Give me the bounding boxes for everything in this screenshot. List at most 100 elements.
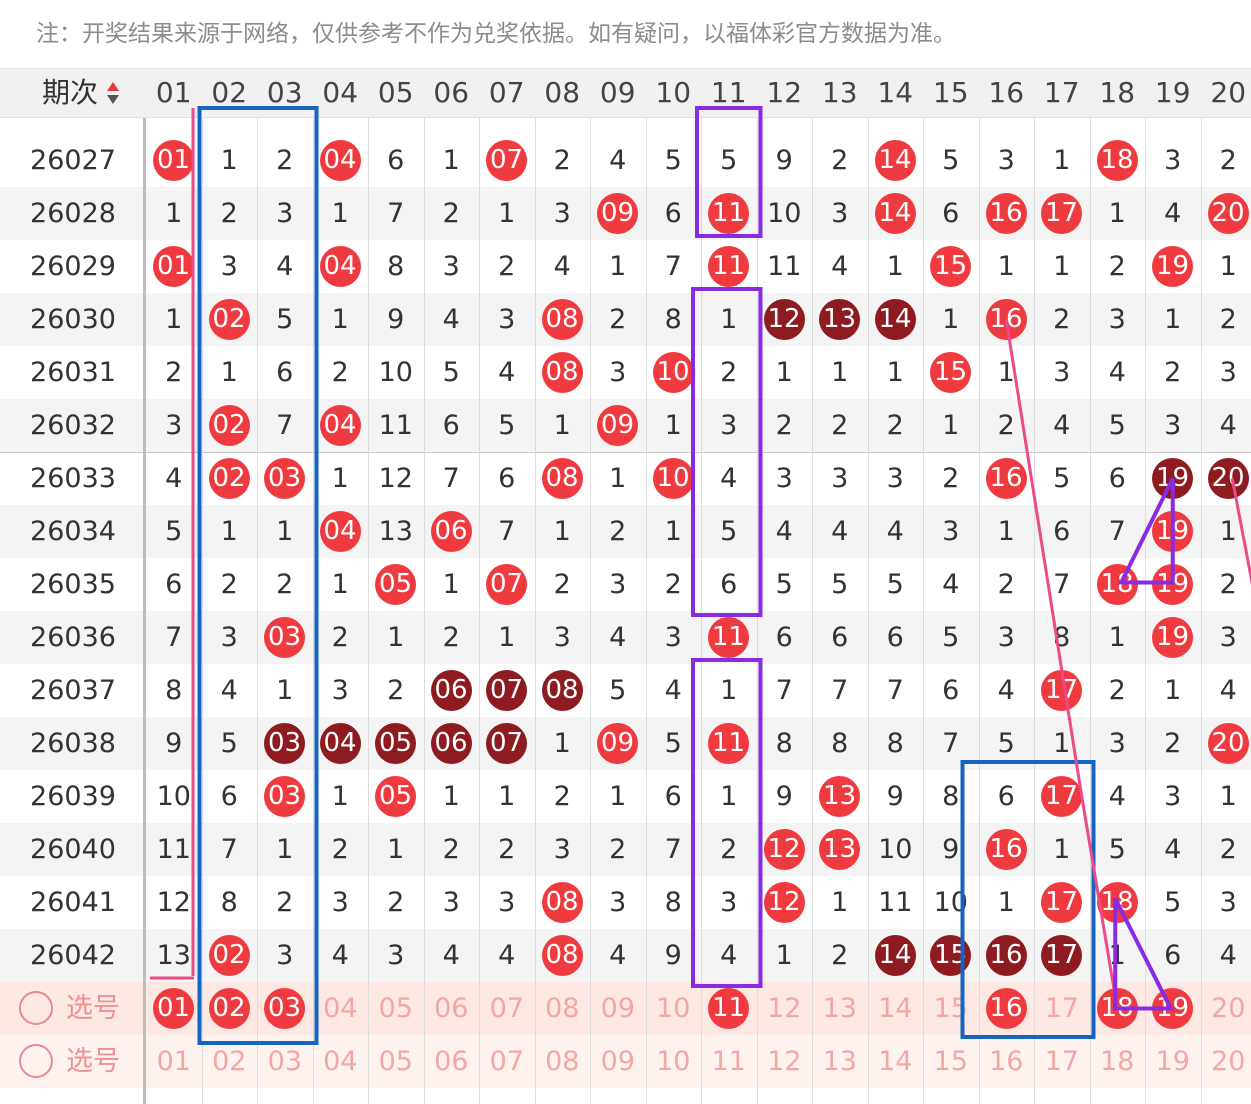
number-cell: 1 bbox=[442, 569, 460, 600]
select-number-02[interactable]: 02 bbox=[202, 982, 258, 1035]
number-cell: 8 bbox=[831, 728, 849, 759]
number-cell: 2 bbox=[1053, 304, 1071, 335]
select-number-12[interactable]: 12 bbox=[767, 1046, 802, 1077]
select-radio[interactable] bbox=[19, 1044, 53, 1078]
select-number-02[interactable]: 02 bbox=[212, 1046, 247, 1077]
select-number-18[interactable]: 18 bbox=[1090, 982, 1146, 1035]
number-cell: 3 bbox=[831, 198, 849, 229]
select-number-06[interactable]: 06 bbox=[434, 993, 469, 1024]
select-number-03[interactable]: 03 bbox=[267, 1046, 302, 1077]
select-number-15[interactable]: 15 bbox=[933, 993, 968, 1024]
number-cell: 1 bbox=[442, 781, 460, 812]
select-number-08[interactable]: 08 bbox=[545, 1046, 580, 1077]
period-cell: 26034 bbox=[30, 516, 116, 547]
number-cell: 12 bbox=[757, 823, 813, 876]
number-cell: 3 bbox=[442, 251, 460, 282]
select-number-05[interactable]: 05 bbox=[378, 1046, 413, 1077]
drawn-ball: 15 bbox=[930, 352, 971, 393]
drawn-ball: 08 bbox=[541, 352, 583, 393]
select-number-11[interactable]: 11 bbox=[701, 982, 757, 1035]
select-number-03[interactable]: 03 bbox=[257, 982, 313, 1035]
drawn-ball: 19 bbox=[1152, 564, 1193, 605]
select-number-05[interactable]: 05 bbox=[378, 993, 413, 1024]
select-number-16[interactable]: 16 bbox=[989, 1046, 1024, 1077]
select-number-14[interactable]: 14 bbox=[878, 1046, 913, 1077]
number-cell: 3 bbox=[387, 940, 405, 971]
number-cell: 16 bbox=[979, 929, 1035, 982]
select-number-04[interactable]: 04 bbox=[323, 1046, 358, 1077]
number-cell: 3 bbox=[1164, 145, 1182, 176]
select-number-12[interactable]: 12 bbox=[767, 993, 802, 1024]
column-divider bbox=[978, 68, 980, 1104]
select-number-14[interactable]: 14 bbox=[878, 993, 913, 1024]
select-number-08[interactable]: 08 bbox=[545, 993, 580, 1024]
select-number-13[interactable]: 13 bbox=[822, 993, 857, 1024]
select-number-07[interactable]: 07 bbox=[489, 993, 524, 1024]
select-number-17[interactable]: 17 bbox=[1044, 993, 1079, 1024]
number-cell: 13 bbox=[378, 516, 413, 547]
number-cell: 11 bbox=[701, 611, 757, 664]
number-cell: 6 bbox=[664, 198, 682, 229]
select-number-09[interactable]: 09 bbox=[600, 1046, 635, 1077]
select-number-01[interactable]: 01 bbox=[146, 982, 202, 1035]
table-row: 26031 2 1 6 2 10 5 4 08 3 10 2 1 1 1 15 1 3 4 2 3 bbox=[0, 346, 1251, 399]
column-header-16: 16 bbox=[988, 76, 1025, 109]
select-number-11[interactable]: 11 bbox=[711, 1046, 746, 1077]
column-header-14: 14 bbox=[877, 76, 914, 109]
drawn-ball: 11 bbox=[708, 617, 749, 658]
number-cell: 1 bbox=[331, 569, 349, 600]
number-cell: 02 bbox=[202, 452, 258, 505]
number-cell: 2 bbox=[1108, 251, 1126, 282]
select-number-20[interactable]: 20 bbox=[1211, 1046, 1246, 1077]
select-number-04[interactable]: 04 bbox=[323, 993, 358, 1024]
drawn-ball: 19 bbox=[1152, 617, 1193, 658]
select-number-16[interactable]: 16 bbox=[979, 982, 1035, 1035]
select-number-10[interactable]: 10 bbox=[656, 993, 691, 1024]
number-cell: 17 bbox=[1034, 187, 1090, 240]
select-number-13[interactable]: 13 bbox=[822, 1046, 857, 1077]
select-number-09[interactable]: 09 bbox=[600, 993, 635, 1024]
select-label: 选号 bbox=[66, 1046, 120, 1077]
number-cell: 3 bbox=[1219, 887, 1237, 918]
number-cell: 08 bbox=[535, 452, 591, 505]
number-cell: 4 bbox=[331, 940, 349, 971]
column-header-11: 11 bbox=[710, 76, 747, 109]
select-number-01[interactable]: 01 bbox=[156, 1046, 191, 1077]
number-cell: 2 bbox=[609, 834, 627, 865]
select-number-10[interactable]: 10 bbox=[656, 1046, 691, 1077]
select-number-06[interactable]: 06 bbox=[434, 1046, 469, 1077]
number-cell: 6 bbox=[942, 675, 960, 706]
drawn-ball: 19 bbox=[1152, 246, 1193, 287]
sort-icon[interactable] bbox=[106, 78, 120, 108]
drawn-ball: 02 bbox=[208, 935, 250, 976]
number-cell: 04 bbox=[313, 240, 369, 293]
period-header-label: 期次 bbox=[42, 76, 99, 109]
number-cell: 3 bbox=[553, 198, 571, 229]
number-cell: 8 bbox=[387, 251, 405, 282]
period-column-header[interactable]: 期次 bbox=[0, 69, 146, 117]
table-header: 期次 01 02 03 04 05 06 07 08 09 10 11 12 13 14 15 16 17 18 1… bbox=[0, 68, 1251, 118]
select-number-18[interactable]: 18 bbox=[1100, 1046, 1135, 1077]
select-number-15[interactable]: 15 bbox=[933, 1046, 968, 1077]
select-number-20[interactable]: 20 bbox=[1211, 993, 1246, 1024]
select-number-19[interactable]: 19 bbox=[1145, 982, 1201, 1035]
select-number-07[interactable]: 07 bbox=[489, 1046, 524, 1077]
drawn-ball: 17 bbox=[1041, 882, 1082, 923]
consecutive-ball: 04 bbox=[319, 723, 361, 764]
number-cell: 4 bbox=[609, 940, 627, 971]
number-cell: 5 bbox=[1108, 834, 1126, 865]
number-cell: 7 bbox=[276, 410, 294, 441]
number-cell: 7 bbox=[664, 251, 682, 282]
select-radio[interactable] bbox=[19, 991, 53, 1025]
select-number-19[interactable]: 19 bbox=[1155, 1046, 1190, 1077]
column-divider bbox=[1034, 68, 1035, 1104]
number-cell: 3 bbox=[553, 834, 571, 865]
drawn-ball: 05 bbox=[375, 776, 416, 817]
number-cell: 15 bbox=[923, 929, 979, 982]
drawn-ball: 09 bbox=[597, 723, 638, 764]
number-cell: 3 bbox=[664, 622, 682, 653]
number-cell: 5 bbox=[664, 145, 682, 176]
select-number-17[interactable]: 17 bbox=[1044, 1046, 1079, 1077]
number-cell: 3 bbox=[942, 516, 960, 547]
number-cell: 11 bbox=[767, 251, 802, 282]
